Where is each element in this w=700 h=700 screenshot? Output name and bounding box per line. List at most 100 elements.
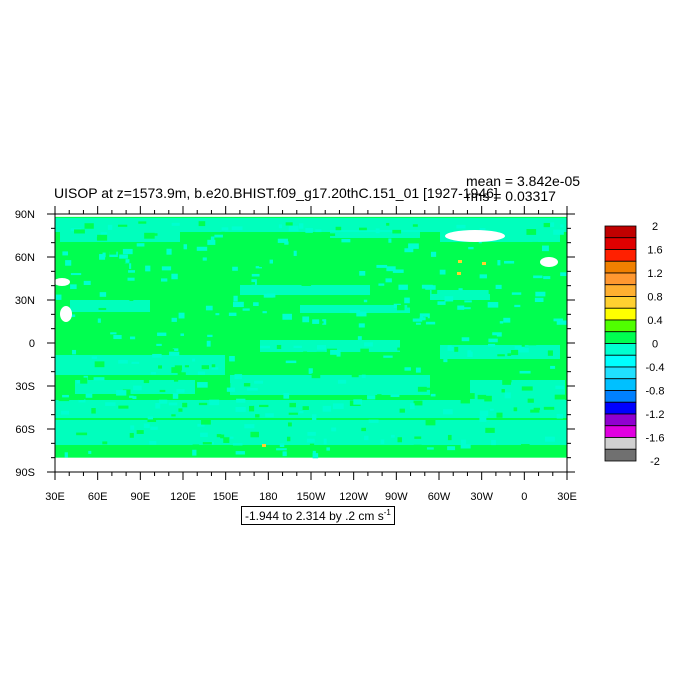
field-cell (392, 229, 402, 234)
field-cell (552, 282, 557, 288)
field-cell (115, 265, 121, 268)
field-cell (129, 297, 134, 301)
field-cell (392, 278, 397, 284)
field-cell (107, 224, 113, 230)
field-cell (78, 397, 84, 401)
field-cell (125, 259, 130, 263)
negative-region (60, 232, 180, 242)
field-cell (460, 439, 467, 446)
field-cell (477, 394, 487, 400)
missing-region (54, 278, 70, 286)
field-cell (172, 348, 179, 351)
field-cell (359, 270, 366, 276)
field-cell (443, 359, 448, 363)
field-cell (60, 410, 69, 415)
x-tick-label: 30E (45, 491, 65, 503)
field-cell (80, 377, 88, 384)
field-cell (293, 306, 300, 309)
field-cell (535, 291, 546, 297)
field-cell (171, 222, 180, 226)
field-cell (397, 293, 402, 297)
field-cell (413, 358, 417, 362)
field-cell (64, 452, 68, 458)
field-cell (361, 427, 367, 432)
field-cell (135, 255, 142, 259)
field-cell (238, 364, 243, 368)
colorbar-label: -1.6 (646, 433, 665, 445)
field-cell (490, 309, 500, 312)
field-cell (147, 416, 154, 422)
field-cell (169, 351, 180, 356)
x-tick-label: 0 (521, 491, 527, 503)
field-cell (394, 286, 400, 293)
field-cell (553, 229, 564, 235)
field-cell (55, 294, 62, 300)
field-cell (136, 252, 146, 257)
field-cell (522, 325, 533, 330)
field-cell (243, 344, 249, 349)
field-cell (285, 360, 297, 364)
field-cell (492, 332, 502, 337)
field-cell (490, 446, 495, 452)
field-cell (232, 266, 238, 271)
field-cell (322, 319, 327, 325)
field-cell (361, 374, 366, 379)
field-cell (364, 248, 370, 253)
field-cell (424, 246, 434, 252)
field-cell (307, 431, 316, 436)
field-cell (91, 356, 97, 359)
field-cell (209, 399, 220, 406)
field-cell (234, 274, 241, 280)
field-cell (436, 450, 444, 456)
field-cell (74, 229, 85, 234)
field-cell (136, 243, 145, 247)
field-cell (150, 426, 158, 430)
field-cell (312, 450, 316, 455)
field-cell (491, 440, 496, 446)
field-cell (203, 249, 208, 253)
field-cell (362, 453, 371, 456)
field-cell (172, 393, 179, 399)
field-cell (430, 393, 436, 397)
field-cell (504, 392, 511, 399)
field-cell (364, 242, 372, 248)
negative-region (300, 305, 410, 313)
field-cell (358, 227, 367, 231)
field-cell (97, 318, 101, 323)
negative-region (240, 285, 370, 295)
field-cell (158, 365, 163, 369)
field-cell (456, 224, 466, 229)
field-cell (555, 385, 564, 390)
field-cell (70, 273, 82, 276)
field-cell (404, 297, 410, 304)
field-cell (118, 359, 128, 364)
field-cell (351, 241, 360, 247)
field-cell (216, 434, 222, 438)
field-cell (251, 273, 260, 277)
field-cell (124, 322, 133, 329)
colorbar-box (604, 284, 637, 297)
field-cell (315, 229, 322, 233)
field-cell (431, 289, 438, 294)
colorbar-box (604, 401, 637, 415)
colorbar-box (604, 319, 637, 333)
field-cell (504, 260, 515, 264)
field-cell (415, 367, 421, 373)
field-cell (176, 389, 185, 393)
field-cell (421, 284, 433, 289)
field-cell (166, 248, 172, 255)
field-cell (72, 346, 81, 349)
field-cell (503, 317, 511, 323)
field-cell (479, 325, 486, 330)
colorbar-box (604, 437, 637, 450)
field-cell (511, 350, 519, 356)
field-cell (364, 342, 373, 347)
field-cell (547, 350, 553, 356)
field-cell (181, 314, 189, 318)
field-cell (129, 336, 136, 340)
field-cell (107, 326, 117, 329)
field-cell (414, 436, 422, 439)
field-cell (202, 442, 212, 445)
field-cell (497, 260, 501, 266)
field-cell (298, 223, 304, 229)
